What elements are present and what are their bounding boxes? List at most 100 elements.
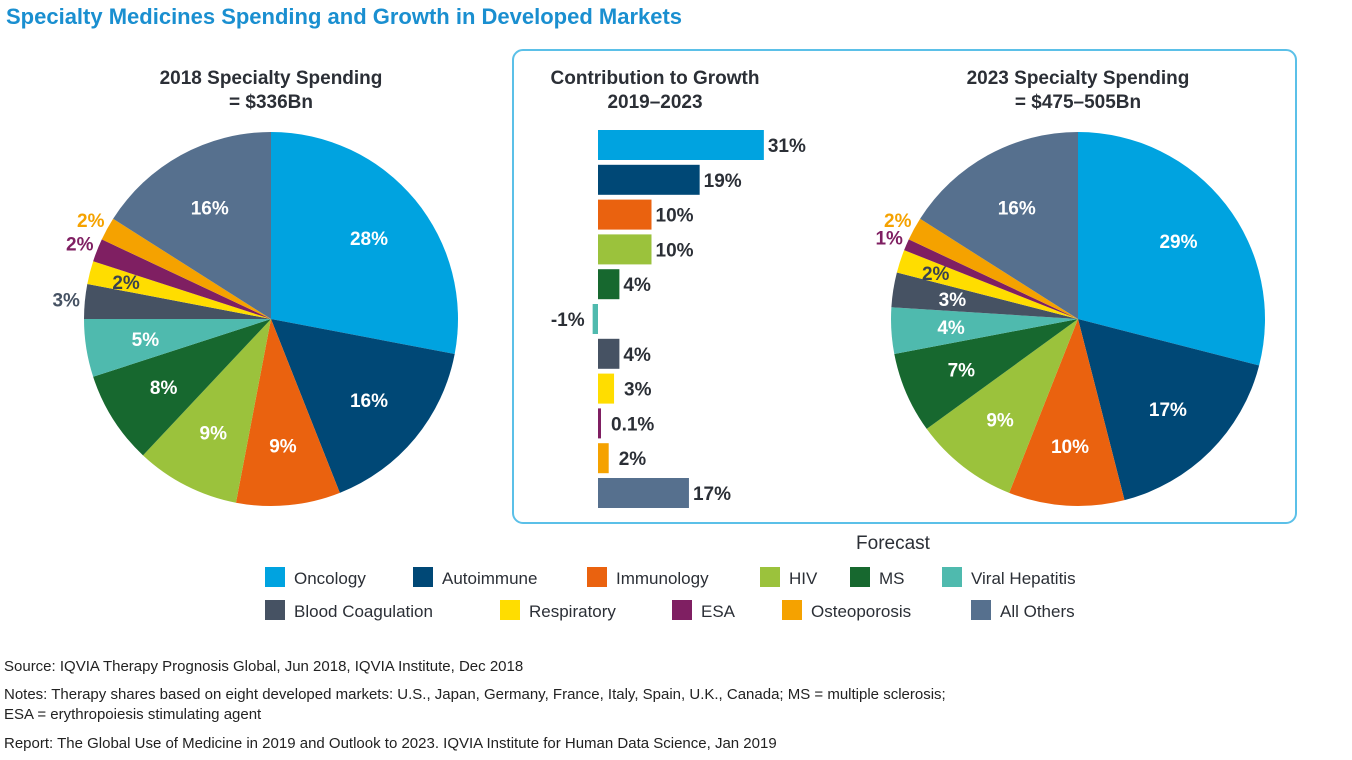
chart-title: Specialty Medicines Spending and Growth … <box>6 4 683 29</box>
pie-slice-autoimmune <box>1078 319 1260 501</box>
legend-swatch <box>265 600 285 620</box>
pie-label-esa: 2% <box>66 234 94 255</box>
pie-label-oncology: 28% <box>350 229 388 250</box>
legend-item-all-others: All Others <box>971 600 1075 621</box>
pie-label-ms: 7% <box>948 361 976 382</box>
pie-slice-immunology <box>1009 319 1125 506</box>
forecast-label: Forecast <box>856 533 931 554</box>
bar-label-all-others: 17% <box>693 484 731 505</box>
bar-immunology <box>598 199 652 230</box>
bar-label-autoimmune: 19% <box>704 171 742 192</box>
notes-line2: ESA = erythropoiesis stimulating agent <box>4 706 262 723</box>
pie-2023-title-line2: = $475–505Bn <box>1015 92 1141 113</box>
legend-label: Oncology <box>294 569 366 588</box>
pie-label-respiratory: 2% <box>922 264 950 285</box>
legend-swatch <box>850 567 870 587</box>
pie-slice-all-others <box>920 132 1078 319</box>
pie-slice-esa <box>904 239 1078 319</box>
bar-viral-hepatitis <box>592 304 598 334</box>
legend-item-immunology: Immunology <box>587 567 709 588</box>
legend-label: Immunology <box>616 569 709 588</box>
pie-2018-title-line2: = $336Bn <box>229 92 313 113</box>
pie-slice-respiratory <box>896 250 1078 319</box>
legend-label: Blood Coagulation <box>294 602 433 621</box>
pie-label-blood-coagulation: 3% <box>939 290 967 311</box>
legend: Oncology Autoimmune Immunology HIV MS Viral H… <box>265 567 1076 621</box>
bar-esa <box>598 408 601 439</box>
pie-label-all-others: 16% <box>191 199 229 220</box>
pie-label-autoimmune: 17% <box>1149 400 1187 421</box>
pie-label-autoimmune: 16% <box>350 391 388 412</box>
pie-slice-immunology <box>235 319 340 507</box>
bar-title-line2: 2019–2023 <box>607 92 702 113</box>
pie-2023: 29%17%10%9%7%4%3%2%1%2%16% <box>875 132 1265 506</box>
pie-slice-esa <box>93 239 271 319</box>
bar-osteoporosis <box>598 443 609 474</box>
bar-label-osteoporosis: 2% <box>619 449 647 470</box>
bar-oncology <box>598 130 764 160</box>
pie-slice-hiv <box>142 319 271 503</box>
legend-item-respiratory: Respiratory <box>500 600 616 621</box>
legend-label: ESA <box>701 602 736 621</box>
legend-item-osteoporosis: Osteoporosis <box>782 600 911 621</box>
legend-label: All Others <box>1000 602 1075 621</box>
legend-item-hiv: HIV <box>760 567 818 588</box>
pie-label-all-others: 16% <box>998 199 1036 220</box>
bar-ms <box>598 269 620 300</box>
bar-label-blood-coagulation: 4% <box>623 345 651 366</box>
pie-label-respiratory: 2% <box>112 273 140 294</box>
legend-swatch <box>971 600 991 620</box>
legend-swatch <box>782 600 802 620</box>
legend-item-esa: ESA <box>672 600 736 621</box>
legend-item-viral-hepatitis: Viral Hepatitis <box>942 567 1076 588</box>
pie-slice-respiratory <box>87 261 271 319</box>
legend-item-oncology: Oncology <box>265 567 366 588</box>
pie-label-viral-hepatitis: 5% <box>132 330 160 351</box>
bar-hiv <box>598 234 652 265</box>
legend-item-autoimmune: Autoimmune <box>413 567 537 588</box>
bar-autoimmune <box>598 164 700 195</box>
legend-label: Respiratory <box>529 602 616 621</box>
pie-slice-autoimmune <box>271 319 455 493</box>
pie-2018-title-line1: 2018 Specialty Spending <box>160 68 383 89</box>
bar-label-esa: 0.1% <box>611 414 654 435</box>
legend-label: MS <box>879 569 905 588</box>
legend-item-blood-coagulation: Blood Coagulation <box>265 600 433 621</box>
pie-slice-viral-hepatitis <box>84 319 271 377</box>
bar-label-hiv: 10% <box>656 240 694 261</box>
pie-label-osteoporosis: 2% <box>77 211 105 232</box>
pie-label-viral-hepatitis: 4% <box>937 318 965 339</box>
growth-bars: 31%19%10%10%4%-1%4%3%0.1%2%17% <box>551 130 806 508</box>
pie-2018: 28%16%9%9%8%5%3%2%2%2%16% <box>52 132 458 507</box>
pie-slice-blood-coagulation <box>891 272 1078 319</box>
legend-item-ms: MS <box>850 567 905 588</box>
bar-label-immunology: 10% <box>656 206 694 227</box>
bar-label-respiratory: 3% <box>624 380 652 401</box>
pie-slice-viral-hepatitis <box>891 307 1078 355</box>
pie-label-hiv: 9% <box>200 423 228 444</box>
legend-label: HIV <box>789 569 818 588</box>
pie-label-blood-coagulation: 3% <box>52 291 80 312</box>
pie-slice-all-others <box>113 132 271 319</box>
pie-2023-title-line1: 2023 Specialty Spending <box>967 68 1190 89</box>
pie-label-hiv: 9% <box>986 410 1014 431</box>
pie-slice-hiv <box>926 319 1078 493</box>
pie-label-oncology: 29% <box>1159 232 1197 253</box>
bar-title-line1: Contribution to Growth <box>551 68 760 89</box>
pie-slice-ms <box>93 319 271 456</box>
bar-all-others <box>598 478 689 508</box>
legend-swatch <box>942 567 962 587</box>
legend-swatch <box>265 567 285 587</box>
legend-label: Viral Hepatitis <box>971 569 1076 588</box>
legend-swatch <box>413 567 433 587</box>
source-note: Source: IQVIA Therapy Prognosis Global, … <box>4 658 524 675</box>
pie-label-osteoporosis: 2% <box>884 211 912 232</box>
pie-slice-oncology <box>271 132 458 355</box>
notes-line1: Notes: Therapy shares based on eight dev… <box>4 686 946 703</box>
legend-swatch <box>500 600 520 620</box>
legend-label: Osteoporosis <box>811 602 911 621</box>
pie-slice-oncology <box>1078 132 1265 366</box>
bar-label-viral-hepatitis: -1% <box>551 310 585 331</box>
pie-label-immunology: 9% <box>269 437 297 458</box>
report-note: Report: The Global Use of Medicine in 20… <box>4 735 777 752</box>
